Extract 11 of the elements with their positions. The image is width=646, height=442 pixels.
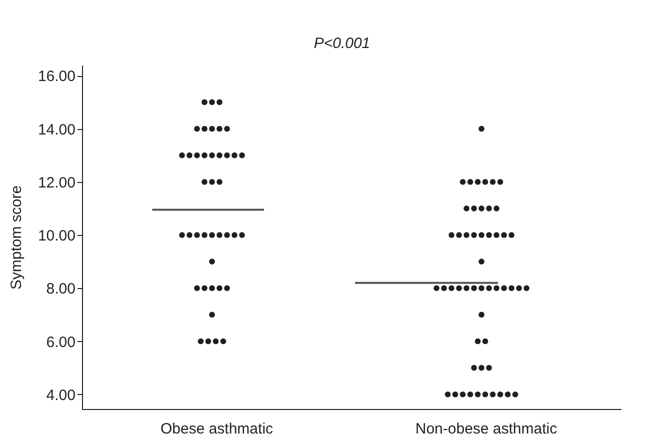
- y-tick-label: 8.00: [46, 280, 76, 298]
- x-tick-label: Non-obese asthmatic: [415, 420, 558, 438]
- text: P<0.001: [314, 35, 370, 52]
- x-tick-label: Obese asthmatic: [160, 420, 274, 438]
- y-tick-label: 6.00: [46, 334, 76, 351]
- y-tick-label: 10.00: [38, 228, 76, 245]
- y-tick-label: 14.00: [38, 121, 76, 138]
- y-tick-label: 16.00: [38, 68, 76, 86]
- y-tick-label: 4.00: [46, 386, 76, 404]
- y-axis-title: Symptom score: [8, 185, 25, 290]
- y-tick-label: 12.00: [38, 174, 76, 192]
